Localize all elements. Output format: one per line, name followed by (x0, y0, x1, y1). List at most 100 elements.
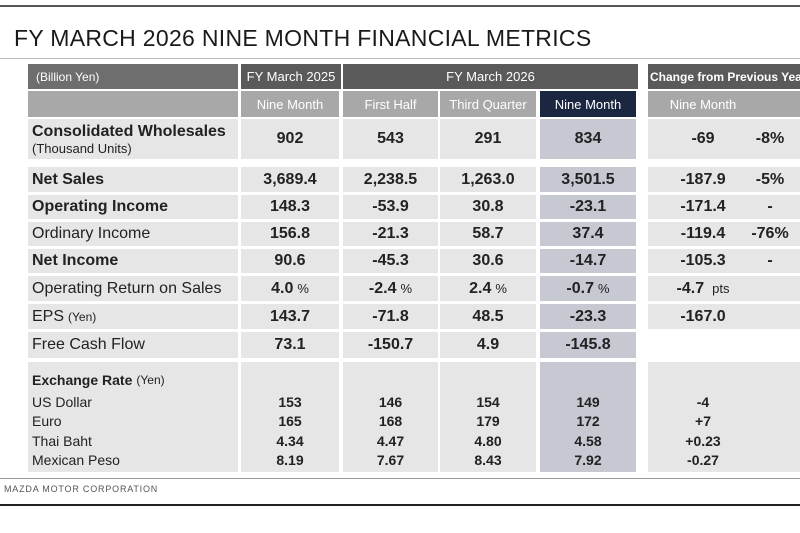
value: -2.4% (343, 276, 438, 301)
value-cell (540, 119, 636, 159)
value-cell (343, 167, 438, 192)
change-value: - (740, 195, 800, 219)
value-text: 902 (276, 130, 304, 147)
footer-rule (0, 478, 800, 479)
section-label: Exchange Rate (Yen) (28, 370, 242, 390)
value-cell (540, 249, 636, 273)
title-rule (0, 58, 800, 59)
row-label: Free Cash Flow (28, 332, 242, 358)
change-text: -167.0 (680, 307, 726, 325)
value: 1,263.0 (440, 167, 536, 192)
value-text: 3,501.5 (561, 170, 615, 188)
value-cell (440, 304, 536, 329)
value-text: 291 (474, 130, 502, 147)
change-value: -5% (740, 167, 800, 192)
value: -23.3 (540, 304, 636, 329)
column-group: Change from Previous Yea (650, 69, 800, 84)
rate-value: 165 (278, 413, 302, 429)
change-cell (648, 195, 800, 219)
value-cell (540, 167, 636, 192)
value: 3,501.5 (540, 167, 636, 192)
value-text: 2.4 (469, 279, 492, 297)
value: 2.4% (440, 276, 536, 301)
rate-change: -4 (696, 393, 710, 410)
change-value: -119.4 (648, 222, 758, 246)
value-text: 3,689.4 (263, 170, 317, 188)
value-text: 834 (574, 130, 602, 147)
change-text: -69 (691, 130, 715, 147)
value-cell (241, 222, 339, 246)
value-text: 543 (377, 130, 404, 147)
rate-value: 168 (378, 413, 403, 429)
row-label-text: Net Sales (32, 170, 105, 188)
section-label-unit: (Yen) (136, 373, 165, 387)
value: -23.1 (540, 195, 636, 219)
header-cell (241, 64, 341, 89)
change-cell (648, 304, 800, 329)
value-text: -145.8 (565, 336, 611, 353)
value-text: -2.4 (368, 279, 397, 297)
value: 834 (540, 119, 636, 159)
rate-label: Thai Baht (32, 432, 92, 449)
value: -71.8 (343, 304, 438, 329)
rate-value: 7.67 (376, 452, 405, 468)
value-cell (343, 195, 438, 219)
value-text: 58.7 (472, 225, 504, 242)
value-text: 148.3 (269, 198, 311, 215)
label-cell (28, 276, 238, 301)
value: 4.9 (440, 332, 536, 358)
rate-value: 4.80 (474, 432, 502, 449)
row-label-text: Ordinary Income (32, 225, 151, 242)
rate-change: +0.23 (685, 432, 721, 449)
change-cell (648, 167, 800, 192)
value-cell (241, 276, 339, 301)
value-cell (343, 276, 438, 301)
change-text: - (767, 198, 773, 215)
value-cell (343, 249, 438, 273)
row-label-text: Operating Return on Sales (32, 279, 222, 297)
value-cell (540, 195, 636, 219)
row-label: Net Income (28, 249, 242, 273)
rate-value: 4.34 (276, 432, 304, 449)
value-cell (241, 332, 339, 358)
value-cell (343, 119, 438, 159)
header-cell (540, 91, 636, 117)
row-label-text: EPS (32, 307, 65, 325)
value-text: 156.8 (269, 225, 311, 242)
value: 30.6 (440, 249, 536, 273)
value-cell (540, 304, 636, 329)
rate-value: 179 (476, 413, 500, 429)
column-group: FY March 2026 (446, 69, 535, 84)
value-cell (241, 304, 339, 329)
value: 3,689.4 (241, 167, 339, 192)
value-text: 30.8 (472, 198, 504, 215)
rate-value: 4.58 (574, 432, 602, 449)
change-cell (648, 119, 800, 159)
value: 73.1 (241, 332, 339, 358)
value-text: -23.1 (569, 198, 607, 215)
value-cell (540, 362, 636, 472)
value: -21.3 (343, 222, 438, 246)
value: 543 (343, 119, 438, 159)
value: -0.7% (540, 276, 636, 301)
value-text: -45.3 (372, 252, 409, 269)
label-cell (28, 362, 238, 472)
change-text: -5% (755, 170, 785, 188)
value-cell (440, 249, 536, 273)
rate-value: 146 (378, 393, 403, 410)
change-value: -105.3 (648, 249, 758, 273)
value: 48.5 (440, 304, 536, 329)
value: -14.7 (540, 249, 636, 273)
change-value: -171.4 (648, 195, 758, 219)
header-cell (241, 91, 339, 117)
rate-label: Mexican Peso (32, 452, 120, 468)
value: -150.7 (343, 332, 438, 358)
rate-value: 172 (576, 413, 600, 429)
header-cell (28, 91, 238, 117)
change-text: - (767, 252, 773, 269)
value-text: 48.5 (472, 307, 504, 325)
value: 902 (241, 119, 339, 159)
value-cell (540, 332, 636, 358)
value-text: 73.1 (274, 336, 306, 353)
value-cell (440, 276, 536, 301)
